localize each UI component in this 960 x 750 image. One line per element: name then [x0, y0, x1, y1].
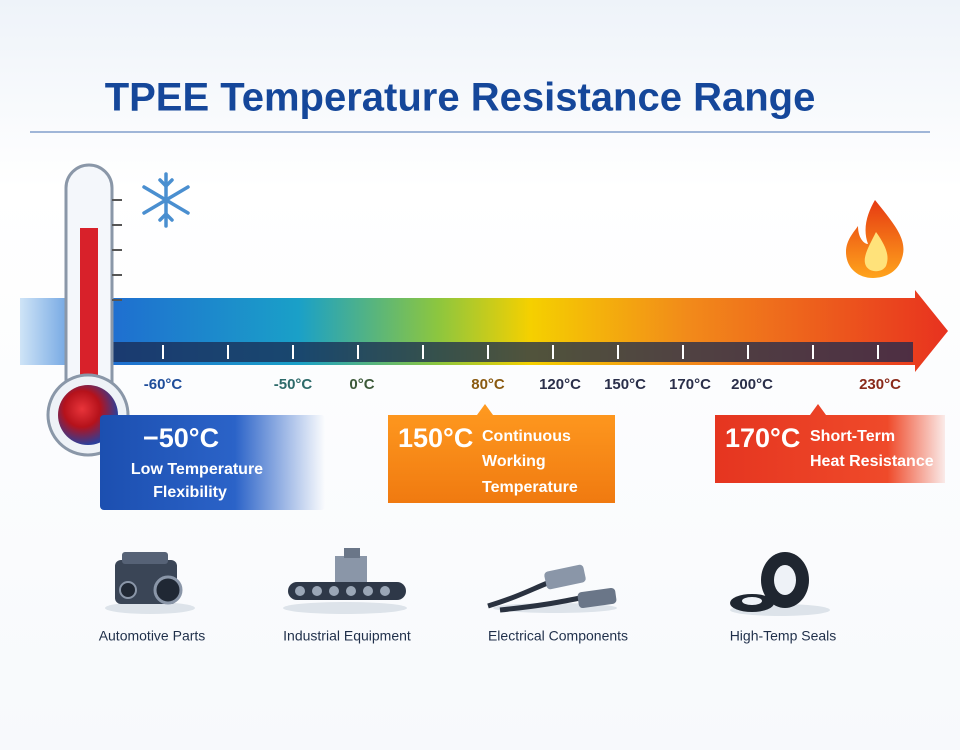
cable-icon: [487, 564, 617, 613]
snowflake-icon: [142, 172, 190, 228]
callout-value: 170°C: [725, 423, 800, 453]
title: TPEE Temperature Resistance Range: [105, 76, 816, 120]
callout-value: 150°C: [398, 423, 473, 453]
scale-label: 230°C: [859, 376, 901, 393]
callout-text: Working: [482, 453, 546, 470]
engine-icon: [105, 552, 195, 614]
scale-label: 200°C: [731, 376, 773, 393]
scale-label: -60°C: [144, 376, 183, 393]
application-label: Automotive Parts: [99, 628, 206, 644]
callout-text: Flexibility: [153, 484, 227, 501]
callout-box: [715, 404, 945, 483]
callout-value: −50°C: [143, 423, 219, 453]
seal-icon: [730, 552, 830, 616]
scale-label: 150°C: [604, 376, 646, 393]
conveyor-icon: [283, 548, 407, 614]
scale-label: 120°C: [539, 376, 581, 393]
callout-box: [100, 415, 325, 510]
scale-label: 80°C: [471, 376, 505, 393]
scale-labels: -60°C -50°C 0°C 80°C 120°C 150°C 170°C 2…: [144, 376, 901, 393]
scale-label: 0°C: [349, 376, 374, 393]
callout-box: [388, 404, 615, 503]
callout-text: Temperature: [482, 479, 578, 496]
application-label: Electrical Components: [488, 628, 628, 644]
application-label: Industrial Equipment: [283, 628, 411, 644]
application-label: High-Temp Seals: [730, 628, 837, 644]
callout-text: Continuous: [482, 428, 571, 445]
callout-text: Low Temperature: [131, 461, 263, 478]
scale-ticks: [162, 345, 879, 359]
flame-icon: [846, 200, 904, 278]
scale-label: 170°C: [669, 376, 711, 393]
scale-strip: [110, 342, 913, 362]
scale-label: -50°C: [274, 376, 313, 393]
callout-text: Heat Resistance: [810, 453, 934, 470]
callout-text: Short-Term: [810, 428, 895, 445]
